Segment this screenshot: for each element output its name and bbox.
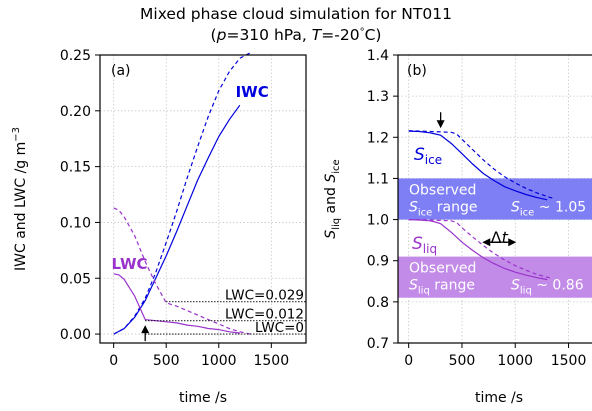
delta-t-arrow-right-head [508,238,517,247]
band-label-range: Sliq range [409,278,475,297]
y-tick-label: 0.10 [60,215,91,231]
liq-dashed-series-line [113,207,251,335]
y-tick-label: 0.20 [60,104,91,120]
arrow-head [141,325,150,334]
iwc-series-label: IWC [236,83,269,101]
sice-series-label: Sice [414,145,442,167]
y-tick-label: 1.3 [367,89,389,105]
panel-b-ticks: 0 500 1000 1500 0.7 0.8 0.9 1.0 1.1 1.2 1.3 1.4 [367,48,587,369]
panel-a-arrow [141,325,150,342]
chart-title: Mixed phase cloud simulation for NT011 [140,5,452,23]
band-label-mean: Sliq ~ 0.86 [511,278,584,297]
band-label-range: Sice range [409,199,478,218]
band-label-observed: Observed [409,261,476,277]
x-tick-label: 500 [153,353,180,369]
y-tick-label: 1.2 [367,130,389,146]
ice-observed-range-band [398,178,592,220]
x-tick-label: 1000 [201,353,237,369]
band-label-mean: Sice ~ 1.05 [511,199,586,218]
panel-a-series [113,52,251,335]
delta-t-annotation: Δt [482,228,517,247]
chart-subtitle: (p=310 hPa, T=-20°C) [211,26,382,44]
y-tick-label: 0.15 [60,160,91,176]
delta-t-arrow-left-head [482,238,491,247]
liq-solid-series-line [113,273,240,334]
delta-t-label: Δt [491,228,509,247]
sliq-series-label: Sliq [412,234,437,256]
panel-b-arrow [436,112,445,129]
x-tick-label: 1000 [497,353,533,369]
ice-solid-series-line [408,130,548,201]
y-tick-label: 0.9 [367,254,389,270]
lwc-series-label: LWC [112,255,148,273]
panel-a-y-axis-label: IWC and LWC /g m−3 [11,127,29,271]
x-tick-label: 1500 [253,353,289,369]
panel-b-frame [397,54,592,344]
x-tick-label: 0 [404,353,413,369]
band-label-observed: Observed [409,182,476,198]
arrow-head [436,120,445,129]
y-tick-label: 0.7 [367,336,389,352]
y-tick-label: 1.4 [367,48,389,64]
panel-b-series [408,130,553,281]
y-tick-label: 0.05 [60,271,91,287]
x-tick-label: 500 [449,353,476,369]
panel-a-frame [99,54,307,344]
ice-dashed-series-line [408,130,553,199]
panel-b-y-axis-label: Sliq and Sice [323,159,342,238]
ice-dashed-series-line [113,52,251,335]
y-tick-label: 0.8 [367,295,389,311]
y-tick-label: 1.0 [367,213,389,229]
panel-a-label: (a) [111,63,131,79]
reference-line-label: LWC=0 [255,320,304,336]
x-tick-label: 1500 [551,353,587,369]
x-tick-label: 0 [109,353,118,369]
reference-line-label: LWC=0.029 [225,288,304,304]
ice-solid-series-line [113,104,241,335]
panel-a-x-axis-label: time /s [179,390,227,406]
y-tick-label: 0.25 [60,48,91,64]
liq-solid-series-line [408,219,548,281]
y-tick-label: 0.00 [60,327,91,343]
panel-a-ticks: 0 500 1000 1500 0.00 0.05 0.10 0.15 0.20 0.25 [60,48,289,369]
reference-line-label: LWC=0.012 [225,307,304,323]
y-tick-label: 1.1 [367,171,389,187]
panel-b-x-axis-label: time /s [475,390,523,406]
panel-b-label: (b) [407,63,427,79]
